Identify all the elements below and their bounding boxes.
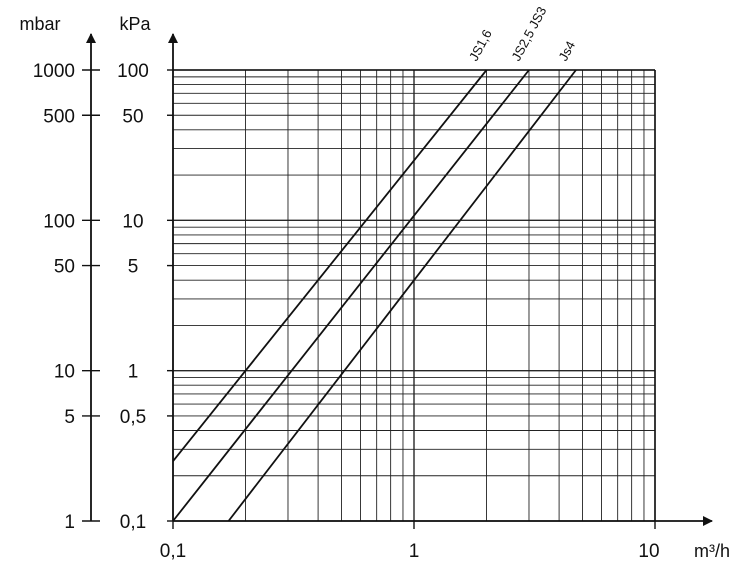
mbar-tick-label: 5 (64, 407, 75, 428)
kpa-tick-label: 5 (128, 257, 139, 278)
mbar-axis-label: mbar (19, 14, 60, 34)
series-label-3: Js4 (555, 39, 578, 64)
mbar-tick-label: 50 (54, 257, 75, 278)
series-line-3 (227, 69, 577, 522)
chart-series-lines (172, 69, 577, 522)
kpa-axis-label: kPa (119, 14, 151, 34)
mbar-tick-label: 500 (43, 106, 75, 127)
kpa-tick-label: 0,1 (120, 512, 146, 533)
x-axis-label: m³/h (694, 541, 730, 561)
kpa-tick-label: 10 (122, 211, 143, 232)
series-line-2 (172, 69, 530, 522)
kpa-tick-label: 50 (122, 106, 143, 127)
mbar-tick-label: 100 (43, 211, 75, 232)
mbar-tick-label: 10 (54, 362, 75, 383)
kpa-tick-label: 0,5 (120, 407, 146, 428)
x-tick-label: 10 (638, 541, 659, 562)
kpa-tick-label: 1 (128, 362, 139, 383)
kpa-tick-label: 100 (117, 61, 149, 82)
chart-grid (172, 69, 656, 522)
mbar-tick-label: 1 (64, 512, 75, 533)
series-label-1: JS1,6 (466, 27, 495, 63)
x-tick-label: 1 (409, 541, 420, 562)
chart-labels: JS1,6 JS2,5 JS3 Js4 0,1 1 10 m³/h 100 50 10 5 1 0,5 0… (19, 4, 730, 562)
x-tick-label: 0,1 (160, 541, 186, 562)
series-line-1 (172, 69, 488, 462)
series-label-2: JS2,5 JS3 (508, 4, 549, 63)
chart-axes (82, 33, 713, 529)
mbar-tick-label: 1000 (33, 61, 75, 82)
